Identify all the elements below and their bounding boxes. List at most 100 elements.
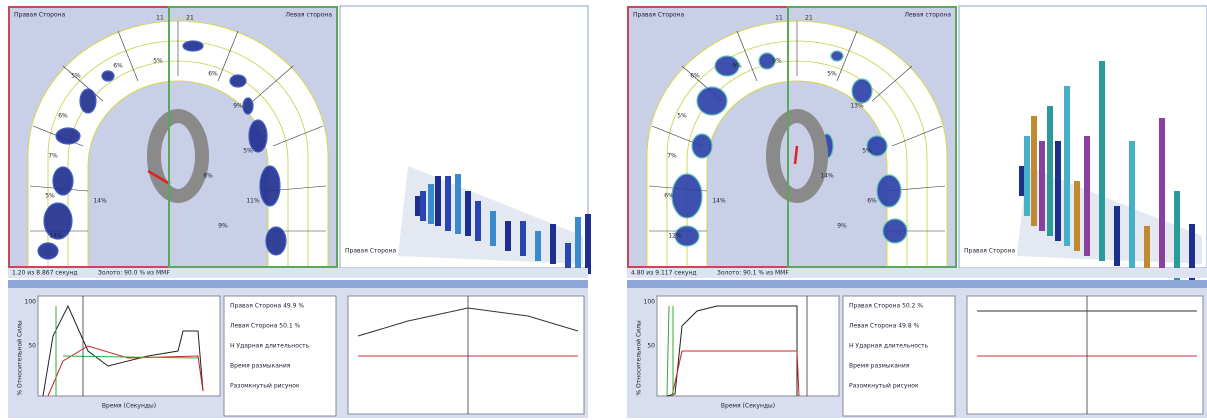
graph-y-label: % Относительной Силы <box>17 320 24 396</box>
panel: Правая Сторона Левая сторона 11 21 6% 5% 7% 6% 1… <box>627 6 1207 418</box>
contact-percent: 11% <box>246 198 260 205</box>
contact-blob <box>80 89 96 113</box>
left-side-label: Левая сторона <box>286 12 333 19</box>
contact-percent: 14% <box>820 173 834 180</box>
title-bar <box>627 280 1207 288</box>
tooth-number: 11 <box>775 15 783 22</box>
graph-y-label: % Относительной Силы <box>636 320 643 396</box>
force-column <box>1099 61 1105 261</box>
status-bar <box>8 268 588 278</box>
contact-percent: 6% <box>208 71 218 78</box>
contact-blob <box>243 98 253 114</box>
tooth-number: 21 <box>805 15 813 22</box>
contact-percent: 6% <box>58 113 68 120</box>
contact-blob <box>230 75 246 87</box>
force-column <box>1055 141 1061 241</box>
screenshot: Правая Сторона Левая сторона 11 21 5% 6% 7% 5% 1… <box>0 0 1207 420</box>
force-column <box>1129 141 1135 271</box>
contact-percent: 5% <box>71 73 81 80</box>
view-3d-label: Правая Сторона <box>345 248 396 255</box>
contact-percent: 7% <box>48 153 58 160</box>
legend-item: Н Ударная длительность <box>230 343 310 350</box>
contact-blob <box>38 243 58 259</box>
force-column <box>550 224 556 264</box>
contact-blob <box>266 227 286 255</box>
legend-item: Разомкнутый рисунок <box>849 383 919 390</box>
graph-y-tick: 50 <box>647 343 655 350</box>
contact-percent: 9% <box>233 103 243 110</box>
contact-percent: 5% <box>45 193 55 200</box>
force-column <box>1031 116 1037 226</box>
contact-blob <box>260 166 280 206</box>
balance-graph <box>348 296 584 414</box>
force-column <box>420 191 426 221</box>
contact-percent: 13% <box>850 103 864 110</box>
force-column <box>1114 206 1120 266</box>
graph-y-tick: 100 <box>25 299 37 306</box>
view-3d-label: Правая Сторона <box>964 248 1015 255</box>
force-column <box>1047 106 1053 236</box>
legend-item: Разомкнутый рисунок <box>230 383 300 390</box>
tooth-number: 11 <box>156 15 164 22</box>
contact-percent: 9% <box>218 223 228 230</box>
force-column <box>520 221 526 256</box>
force-column <box>1064 86 1070 246</box>
force-column <box>465 191 471 236</box>
tooth-number: 21 <box>186 15 194 22</box>
contact-blob <box>877 175 901 207</box>
force-column <box>1084 136 1090 256</box>
status-text: Золото: 90.0 % из MMF <box>98 270 170 277</box>
force-column <box>455 174 461 234</box>
contact-blob <box>831 51 843 61</box>
contact-percent: 5% <box>243 148 253 155</box>
force-column <box>490 211 496 246</box>
force-column <box>575 217 581 272</box>
contact-percent: 6% <box>113 63 123 70</box>
panel: Правая Сторона Левая сторона 11 21 5% 6% 7% 5% 1… <box>8 6 591 418</box>
contact-percent: 14% <box>712 198 726 205</box>
contact-blob <box>852 79 872 103</box>
title-bar <box>8 280 588 288</box>
force-column <box>535 231 541 261</box>
force-column <box>475 201 481 241</box>
contact-percent: 14% <box>93 198 107 205</box>
contact-percent: 12% <box>668 233 682 240</box>
status-text: 4.80 из 9.117 секунд <box>631 270 697 277</box>
contact-percent: 14% <box>49 233 63 240</box>
contact-percent: 5% <box>677 113 687 120</box>
contact-blob <box>56 128 80 144</box>
legend-item: Левая Сторона 50.1 % <box>230 323 301 330</box>
force-column <box>435 176 441 226</box>
right-side-label: Правая Сторона <box>14 12 65 19</box>
force-column <box>1039 141 1045 231</box>
contact-blob <box>102 71 114 81</box>
force-column <box>1024 136 1030 216</box>
force-column <box>1074 181 1080 251</box>
right-side-label: Правая Сторона <box>633 12 684 19</box>
contact-percent: 5% <box>862 148 872 155</box>
contact-blob <box>672 174 702 218</box>
legend-pane <box>843 296 955 416</box>
contact-percent: 5% <box>827 71 837 78</box>
contact-percent: 6% <box>664 193 674 200</box>
left-side-label: Левая сторона <box>905 12 952 19</box>
contact-percent: 6% <box>690 73 700 80</box>
force-column <box>428 184 434 224</box>
contact-blob <box>697 87 727 115</box>
balance-graph <box>967 296 1203 414</box>
force-column <box>565 243 571 268</box>
force-column <box>1159 118 1165 278</box>
force-column <box>1174 191 1180 281</box>
contact-blob <box>53 167 73 195</box>
graph-x-label: Время (Секунды) <box>102 403 156 410</box>
legend-item: Правая Сторона 50.2 % <box>849 303 923 310</box>
contact-percent: 7% <box>667 153 677 160</box>
graph-y-tick: 100 <box>644 299 656 306</box>
contact-percent: 9% <box>772 58 782 65</box>
legend-item: Правая Сторона 49.9 % <box>230 303 304 310</box>
contact-percent: 5% <box>153 58 163 65</box>
contact-percent: 8% <box>203 173 213 180</box>
legend-item: Левая Сторона 49.8 % <box>849 323 920 330</box>
force-column <box>505 221 511 251</box>
force-column <box>585 214 591 274</box>
